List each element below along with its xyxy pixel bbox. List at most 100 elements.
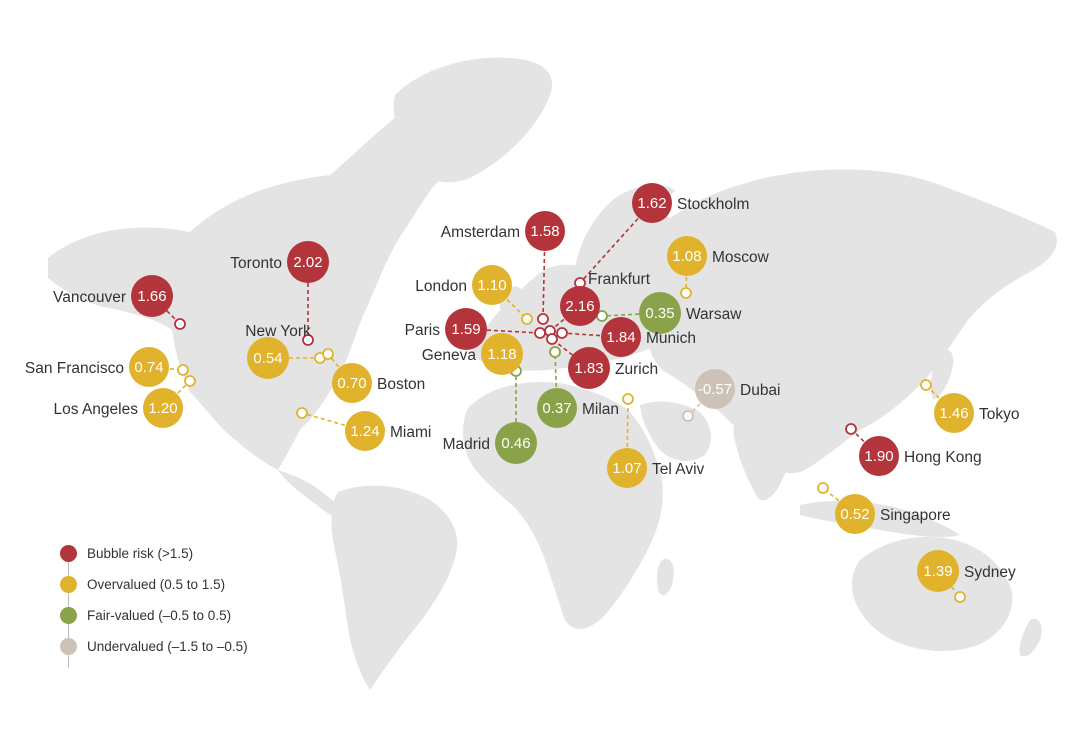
leader-line-paris xyxy=(465,328,541,334)
value-bubble-dubai xyxy=(695,369,735,409)
city-losangeles: 1.20 Los Angeles xyxy=(54,388,183,428)
leader-line-losangeles xyxy=(162,380,191,409)
leader-line-telaviv xyxy=(626,398,629,469)
value-label-vancouver: 1.66 xyxy=(137,288,166,305)
value-label-telaviv: 1.07 xyxy=(612,460,641,477)
leader-line-dubai xyxy=(687,388,716,417)
land-new-zealand xyxy=(1019,618,1042,657)
city-telaviv: 1.07 Tel Aviv xyxy=(607,448,705,488)
land-india xyxy=(733,418,792,501)
location-marker-dubai xyxy=(682,410,694,422)
legend-label: Undervalued (–1.5 to –0.5) xyxy=(87,638,248,654)
city-name-madrid: Madrid xyxy=(443,436,490,453)
city-name-sanfrancisco: San Francisco xyxy=(25,360,124,377)
legend-label: Bubble risk (>1.5) xyxy=(87,545,194,561)
value-label-hongkong: 1.90 xyxy=(864,448,893,465)
value-bubble-paris xyxy=(445,308,487,350)
city-bubbles: 1.62 Stockholm 1.58 Amsterdam 2.02 Toronto 1.0… xyxy=(25,183,1020,592)
location-marker-toronto xyxy=(302,334,314,346)
location-marker-losangeles xyxy=(184,375,196,387)
city-name-frankfurt: Frankfurt xyxy=(588,271,651,288)
value-label-tokyo: 1.46 xyxy=(939,405,968,422)
location-marker-london xyxy=(521,313,533,325)
city-name-paris: Paris xyxy=(405,322,441,339)
city-name-toronto: Toronto xyxy=(230,255,282,272)
city-name-singapore: Singapore xyxy=(880,507,951,524)
location-marker-milan xyxy=(549,346,561,358)
value-label-munich: 1.84 xyxy=(606,329,635,346)
city-name-zurich: Zurich xyxy=(615,361,658,378)
city-warsaw: 0.35 Warsaw xyxy=(639,292,742,334)
value-bubble-sanfrancisco xyxy=(129,347,169,387)
city-name-milan: Milan xyxy=(582,401,619,418)
city-hongkong: 1.90 Hong Kong xyxy=(859,436,982,476)
value-label-zurich: 1.83 xyxy=(574,360,603,377)
value-label-newyork: 0.54 xyxy=(253,350,282,367)
value-bubble-munich xyxy=(601,317,641,357)
value-bubble-amsterdam xyxy=(525,211,565,251)
value-label-losangeles: 1.20 xyxy=(148,400,177,417)
value-label-frankfurt: 2.16 xyxy=(565,298,594,315)
value-bubble-geneva xyxy=(481,333,523,375)
city-stockholm: 1.62 Stockholm xyxy=(632,183,749,223)
value-bubble-stockholm xyxy=(632,183,672,223)
city-name-boston: Boston xyxy=(377,376,425,393)
city-name-moscow: Moscow xyxy=(712,249,770,266)
city-madrid: 0.46 Madrid xyxy=(443,422,537,464)
value-label-sydney: 1.39 xyxy=(923,563,952,580)
leader-line-boston xyxy=(327,353,353,384)
value-bubble-madrid xyxy=(495,422,537,464)
value-label-amsterdam: 1.58 xyxy=(530,223,559,240)
location-marker-amsterdam xyxy=(537,313,549,325)
city-miami: 1.24 Miami xyxy=(345,411,431,451)
value-label-london: 1.10 xyxy=(477,277,506,294)
city-munich: 1.84 Munich xyxy=(601,317,696,357)
value-bubble-vancouver xyxy=(131,275,173,317)
value-bubble-hongkong xyxy=(859,436,899,476)
value-label-toronto: 2.02 xyxy=(293,254,322,271)
value-bubble-milan xyxy=(537,388,577,428)
value-bubble-losangeles xyxy=(143,388,183,428)
value-label-paris: 1.59 xyxy=(451,321,480,338)
city-name-tokyo: Tokyo xyxy=(979,406,1020,423)
location-marker-boston xyxy=(322,348,334,360)
value-label-sanfrancisco: 0.74 xyxy=(134,359,163,376)
city-name-london: London xyxy=(415,278,467,295)
land-asia xyxy=(647,169,1057,474)
city-boston: 0.70 Boston xyxy=(332,363,425,403)
city-sanfrancisco: 0.74 San Francisco xyxy=(25,347,169,387)
value-label-dubai: -0.57 xyxy=(698,381,732,398)
city-name-telaviv: Tel Aviv xyxy=(652,461,705,478)
city-vancouver: 1.66 Vancouver xyxy=(53,275,173,317)
value-label-moscow: 1.08 xyxy=(672,248,701,265)
location-marker-sanfrancisco xyxy=(177,364,189,376)
value-bubble-singapore xyxy=(835,494,875,534)
city-name-dubai: Dubai xyxy=(740,382,781,399)
value-bubble-sydney xyxy=(917,550,959,592)
legend-item-bubble-risk: Bubble risk (>1.5) xyxy=(60,542,193,564)
city-zurich: 1.83 Zurich xyxy=(568,347,658,389)
value-label-warsaw: 0.35 xyxy=(645,305,674,322)
city-name-geneva: Geneva xyxy=(422,347,477,364)
value-label-boston: 0.70 xyxy=(337,375,366,392)
city-name-munich: Munich xyxy=(646,330,696,347)
legend-label: Overvalued (0.5 to 1.5) xyxy=(87,576,226,592)
city-geneva: 1.18 Geneva xyxy=(422,333,523,375)
legend-swatch-undervalued xyxy=(60,637,77,655)
value-label-singapore: 0.52 xyxy=(840,506,869,523)
value-bubble-toronto xyxy=(287,241,329,283)
leader-line-moscow xyxy=(685,255,688,294)
value-bubble-zurich xyxy=(568,347,610,389)
value-bubble-moscow xyxy=(667,236,707,276)
value-bubble-newyork xyxy=(247,337,289,379)
legend: Bubble risk (>1.5) Overvalued (0.5 to 1.… xyxy=(60,538,360,678)
city-sydney: 1.39 Sydney xyxy=(917,550,1016,592)
land-south-america xyxy=(331,485,458,690)
city-name-miami: Miami xyxy=(390,424,431,441)
legend-swatch-overvalued xyxy=(60,575,77,593)
city-amsterdam: 1.58 Amsterdam xyxy=(441,211,565,251)
city-name-vancouver: Vancouver xyxy=(53,289,126,306)
value-bubble-warsaw xyxy=(639,292,681,334)
value-label-geneva: 1.18 xyxy=(487,346,516,363)
city-name-stockholm: Stockholm xyxy=(677,196,749,213)
